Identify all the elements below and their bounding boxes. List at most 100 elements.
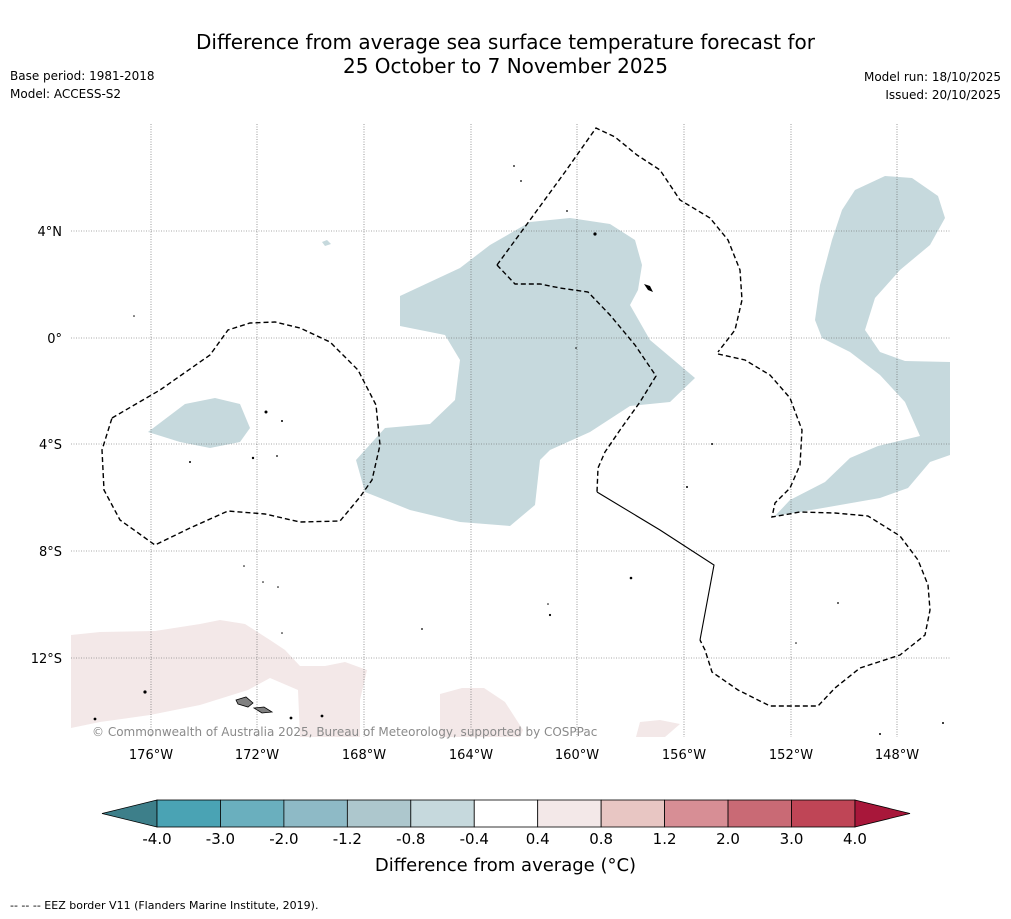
lon-label-148w: 148°W bbox=[875, 748, 919, 763]
colorbar-tick-label: -1.2 bbox=[333, 830, 362, 848]
islet bbox=[289, 716, 293, 720]
cool-anomaly-west bbox=[148, 398, 250, 448]
lon-label-172w: 172°W bbox=[235, 748, 279, 763]
cool-anomaly-regions bbox=[148, 176, 950, 526]
lon-label-164w: 164°W bbox=[449, 748, 493, 763]
samoa-island-east bbox=[252, 706, 274, 714]
graticule bbox=[71, 124, 950, 737]
islet bbox=[251, 456, 255, 460]
islet bbox=[711, 443, 713, 445]
issued-date: Issued: 20/10/2025 bbox=[885, 88, 1001, 102]
longitude-labels: 176°W 172°W 168°W 164°W 160°W 156°W 152°… bbox=[129, 748, 919, 763]
colorbar-bin bbox=[283, 799, 348, 828]
islet bbox=[320, 714, 324, 718]
warm-anomaly-southwest bbox=[71, 620, 367, 737]
cool-anomaly-east bbox=[775, 176, 950, 516]
cool-anomaly-central bbox=[356, 218, 695, 526]
cool-anomaly-dot bbox=[322, 240, 331, 246]
model-run: Model run: 18/10/2025 bbox=[863, 70, 1001, 84]
colorbar-tick-label: -2.0 bbox=[269, 830, 298, 848]
eez-tokelau bbox=[101, 321, 381, 546]
islet bbox=[93, 717, 97, 721]
colorbar-tick-label: -0.4 bbox=[460, 830, 489, 848]
islet bbox=[264, 410, 268, 414]
warm-anomaly-southeast bbox=[636, 720, 680, 737]
lon-label-160w: 160°W bbox=[555, 748, 599, 763]
meta-right: Model run: 18/10/2025 Issued: 20/10/2025 bbox=[864, 68, 1001, 104]
colorbar: -4.0 -3.0 -2.0 -1.2 -0.8 -0.4 0.4 0.8 1.2 2.0 3.0 4… bbox=[101, 799, 911, 848]
eez-borders bbox=[101, 127, 931, 707]
colorbar-tick-label: 1.2 bbox=[653, 830, 677, 848]
islet bbox=[520, 180, 522, 182]
title-line-2: 25 October to 7 November 2025 bbox=[342, 54, 669, 78]
footer-note: -- -- -- EEZ border V11 (Flanders Marine… bbox=[10, 899, 319, 912]
colorbar-tick-label: 0.8 bbox=[589, 830, 613, 848]
lat-label-12s: 12°S bbox=[31, 652, 62, 667]
islet bbox=[686, 486, 688, 488]
colorbar-bin bbox=[346, 799, 412, 828]
islet bbox=[276, 455, 278, 457]
islet bbox=[548, 613, 552, 617]
islet bbox=[575, 347, 577, 349]
colorbar-bin bbox=[156, 799, 221, 828]
eez-border-solid bbox=[596, 491, 715, 641]
map-title: Difference from average sea surface temp… bbox=[0, 30, 1011, 78]
islet bbox=[513, 165, 515, 167]
islet bbox=[644, 284, 653, 292]
islet bbox=[133, 315, 135, 317]
islet bbox=[281, 420, 283, 422]
lon-label-152w: 152°W bbox=[769, 748, 813, 763]
islet bbox=[277, 586, 279, 588]
copyright-notice: © Commonwealth of Australia 2025, Bureau… bbox=[92, 725, 597, 739]
eez-inner-line bbox=[496, 264, 657, 493]
lon-label-176w: 176°W bbox=[129, 748, 173, 763]
islet bbox=[421, 628, 423, 630]
land-masses bbox=[93, 165, 944, 735]
islet bbox=[243, 565, 245, 567]
colorbar-tick-label: -3.0 bbox=[206, 830, 235, 848]
colorbar-bin bbox=[220, 799, 285, 828]
islet bbox=[593, 232, 597, 236]
colorbar-tick-label: 0.4 bbox=[526, 830, 550, 848]
colorbar-tick-label: 3.0 bbox=[780, 830, 804, 848]
islet bbox=[795, 642, 797, 644]
colorbar-bin bbox=[727, 799, 792, 828]
lon-label-168w: 168°W bbox=[342, 748, 386, 763]
lat-label-0: 0° bbox=[47, 332, 62, 347]
colorbar-arrow-high bbox=[854, 799, 911, 828]
islet bbox=[143, 690, 147, 694]
colorbar-bin bbox=[410, 799, 475, 828]
islet bbox=[879, 733, 881, 735]
meta-left: Base period: 1981-2018 Model: ACCESS-S2 bbox=[10, 67, 155, 103]
islet bbox=[566, 210, 568, 212]
warm-anomaly-south-central bbox=[440, 688, 523, 737]
islet bbox=[281, 632, 283, 634]
islet bbox=[942, 722, 944, 724]
lon-label-156w: 156°W bbox=[662, 748, 706, 763]
islet bbox=[629, 576, 633, 580]
lat-label-4n: 4°N bbox=[38, 225, 63, 240]
colorbar-bin bbox=[537, 799, 602, 828]
islet bbox=[262, 581, 264, 583]
colorbar-bin bbox=[664, 799, 729, 828]
islet bbox=[837, 602, 839, 604]
colorbar-tick-label: -0.8 bbox=[396, 830, 425, 848]
colorbar-label: Difference from average (°C) bbox=[374, 855, 637, 876]
colorbar-arrow-low bbox=[101, 799, 158, 828]
eez-phoenix-line-islands bbox=[496, 127, 743, 353]
colorbar-bin bbox=[473, 799, 539, 828]
colorbar-bin bbox=[600, 799, 666, 828]
colorbar-tick-label: -4.0 bbox=[142, 830, 171, 848]
warm-anomaly-regions bbox=[71, 620, 680, 737]
latitude-labels: 4°N 0° 4°S 8°S 12°S bbox=[31, 225, 62, 667]
colorbar-tick-label: 4.0 bbox=[843, 830, 867, 848]
eez-cook-islands bbox=[699, 353, 931, 707]
model-name: Model: ACCESS-S2 bbox=[10, 87, 122, 101]
lat-label-4s: 4°S bbox=[39, 438, 62, 453]
base-period: Base period: 1981-2018 bbox=[10, 69, 155, 83]
colorbar-bin bbox=[791, 799, 856, 828]
lat-label-8s: 8°S bbox=[39, 545, 62, 560]
islet bbox=[189, 461, 191, 463]
colorbar-tick-label: 2.0 bbox=[716, 830, 740, 848]
